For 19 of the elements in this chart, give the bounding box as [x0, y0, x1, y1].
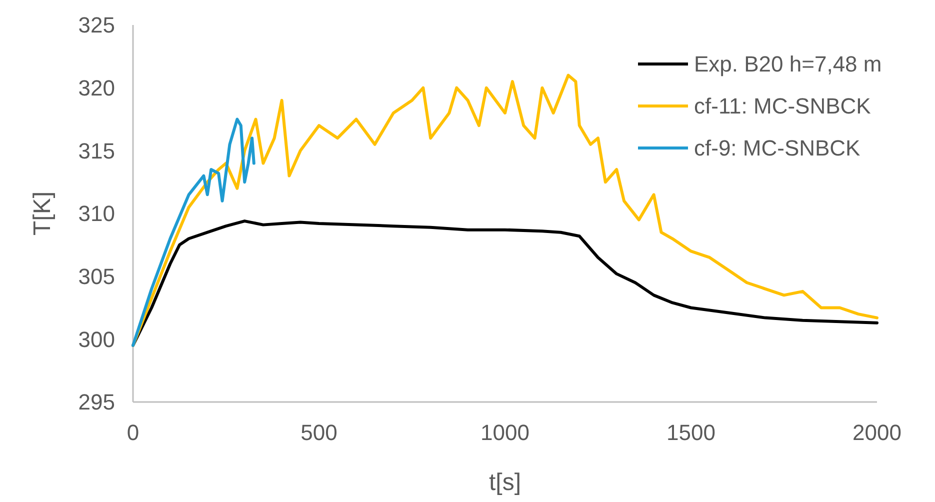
- x-tick-label: 0: [126, 420, 140, 445]
- x-tick-label: 500: [300, 420, 338, 445]
- y-tick-label: 310: [78, 201, 115, 226]
- y-tick-label: 300: [78, 326, 115, 352]
- legend-label: cf-9: MC-SNBCK: [694, 136, 861, 161]
- x-tick-label: 1000: [480, 420, 530, 445]
- legend-label: cf-11: MC-SNBCK: [694, 94, 872, 119]
- y-tick-label: 320: [78, 76, 115, 101]
- y-tick-label: 305: [78, 264, 115, 290]
- line-series: [132, 118, 256, 347]
- line-series: [132, 220, 878, 347]
- x-tick-label: 1500: [666, 420, 716, 445]
- x-tick-label: 2000: [852, 420, 902, 445]
- y-tick-label: 295: [78, 390, 115, 415]
- y-tick-label: 315: [78, 138, 115, 164]
- y-tick-label: 325: [78, 12, 115, 38]
- y-axis-title: T[K]: [29, 191, 56, 236]
- x-axis-title: t[s]: [488, 469, 522, 496]
- legend-label: Exp. B20 h=7,48 m: [694, 52, 882, 77]
